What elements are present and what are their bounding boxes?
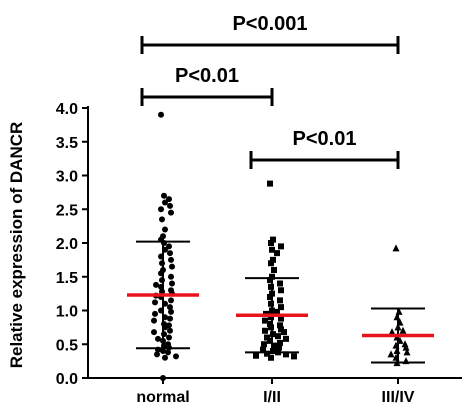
data-point (278, 243, 284, 250)
data-point (167, 304, 173, 311)
data-point (269, 246, 275, 253)
data-point (276, 344, 282, 351)
data-point (154, 351, 160, 358)
data-point (169, 263, 175, 270)
data-point (264, 334, 270, 341)
x-tick-label: normal (136, 389, 189, 406)
data-point (169, 280, 175, 287)
data-point (168, 256, 174, 263)
data-point (278, 287, 284, 294)
data-point (277, 339, 283, 346)
y-tick-label: 2.5 (56, 202, 78, 219)
data-point (399, 326, 407, 334)
data-point (268, 354, 274, 361)
data-point (278, 315, 284, 322)
data-point (167, 202, 173, 209)
data-point (162, 226, 168, 233)
data-point (275, 333, 281, 340)
y-tick-label: 1.0 (56, 304, 78, 321)
data-point (151, 329, 157, 336)
data-point (158, 206, 164, 213)
data-point (155, 335, 161, 342)
data-point (165, 349, 171, 356)
data-point (262, 317, 268, 324)
y-tick-label: 4.0 (56, 101, 78, 118)
data-point (168, 297, 174, 304)
y-tick-label: 3.5 (56, 135, 78, 152)
data-point (160, 375, 166, 381)
y-tick-label: 0.5 (56, 337, 78, 354)
significance-bracket (140, 36, 400, 54)
significance-bracket (249, 151, 400, 169)
data-point (168, 273, 174, 280)
data-point (271, 267, 277, 273)
data-point (151, 317, 157, 324)
significance-label: P<0.01 (175, 65, 239, 87)
data-point (270, 256, 276, 263)
data-point (281, 329, 287, 336)
data-point (277, 322, 283, 329)
data-point (162, 199, 168, 206)
data-point (262, 327, 268, 334)
data-point (291, 353, 297, 360)
data-point (274, 308, 280, 315)
data-point (283, 351, 289, 358)
data-point (161, 192, 167, 199)
data-point (392, 244, 400, 252)
data-point (253, 352, 259, 359)
data-point (173, 353, 179, 360)
data-point (153, 281, 159, 288)
data-point (167, 250, 173, 257)
data-point (274, 250, 280, 257)
data-point (277, 280, 283, 287)
data-point (387, 350, 395, 358)
data-point (159, 216, 165, 223)
data-point (158, 111, 164, 118)
y-axis-label: Relative expression of DANCR (7, 122, 26, 369)
y-tick-label: 3.0 (56, 169, 78, 186)
data-point (267, 180, 273, 187)
data-point (270, 236, 276, 243)
data-point (267, 294, 273, 300)
data-point (261, 341, 267, 348)
data-point (267, 321, 273, 327)
data-point (166, 243, 172, 250)
data-point (162, 354, 168, 361)
data-point (167, 315, 173, 322)
y-tick-label: 1.5 (56, 270, 78, 287)
data-point (267, 337, 273, 344)
data-point (168, 209, 174, 216)
data-point (260, 346, 266, 353)
data-point (152, 310, 158, 317)
significance-bracket (140, 88, 274, 106)
data-point (268, 240, 274, 246)
data-point (152, 299, 158, 306)
data-point (402, 343, 410, 351)
x-tick-label: III/IV (382, 389, 415, 406)
x-tick-label: I/II (263, 389, 281, 406)
data-point (277, 297, 283, 304)
significance-label: P<0.001 (232, 13, 307, 35)
y-tick-label: 0.0 (56, 371, 78, 388)
data-point (267, 277, 273, 284)
data-point (166, 334, 172, 341)
data-point (168, 308, 174, 315)
data-point (283, 335, 289, 342)
significance-label: P<0.01 (293, 128, 357, 150)
data-point (269, 273, 275, 280)
data-point (268, 260, 274, 267)
data-point (278, 304, 284, 311)
y-tick-label: 2.0 (56, 236, 78, 253)
data-point (160, 348, 166, 354)
data-point (166, 196, 172, 203)
data-point (388, 328, 396, 336)
data-point (167, 327, 173, 334)
data-point (403, 348, 411, 356)
data-point (271, 342, 277, 349)
data-point (264, 350, 270, 357)
